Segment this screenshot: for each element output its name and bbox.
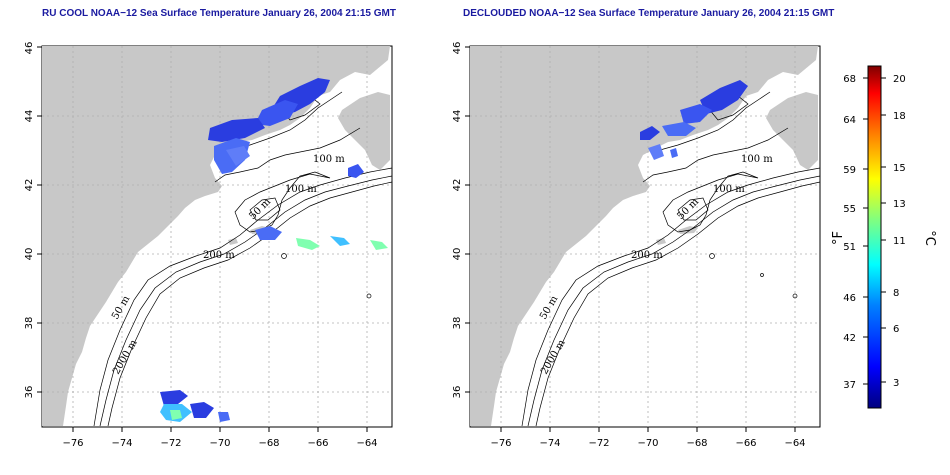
contour-label: 100 m — [313, 154, 345, 165]
x-tick-label: −68 — [686, 438, 707, 449]
right-y-axis: 36 38 40 42 44 46 — [452, 42, 470, 399]
x-tick-label: −70 — [209, 438, 230, 449]
colorbar-f-tick: 59 — [843, 165, 856, 176]
x-tick-label: −72 — [588, 438, 609, 449]
y-tick-label: 46 — [452, 42, 463, 55]
contour-label: 100 m — [713, 184, 745, 195]
colorbar-c-tick: 8 — [893, 288, 899, 299]
contour-label: 100 m — [285, 184, 317, 195]
colorbar-c-tick: 13 — [893, 199, 906, 210]
right-sst-patches — [640, 80, 748, 160]
left-bathymetry-contours — [93, 91, 393, 427]
colorbar-f-tick: 55 — [843, 204, 856, 215]
colorbar-c-tick: 15 — [893, 163, 906, 174]
colorbar-c-tick: 6 — [893, 324, 899, 335]
y-tick-label: 46 — [24, 42, 35, 55]
contour-label: 100 m — [741, 154, 773, 165]
x-tick-label: −64 — [356, 438, 377, 449]
x-tick-label: −74 — [539, 438, 560, 449]
right-x-axis: −76 −74 −72 −70 −68 −66 −64 — [490, 427, 806, 449]
x-tick-label: −68 — [258, 438, 279, 449]
y-tick-label: 38 — [452, 317, 463, 330]
x-tick-label: −76 — [490, 438, 511, 449]
x-tick-label: −72 — [160, 438, 181, 449]
right-panel-title: DECLOUDED NOAA−12 Sea Surface Temperatur… — [463, 8, 835, 19]
contour-label: 200 m — [203, 250, 235, 261]
celsius-unit-label: °C — [922, 230, 937, 246]
left-panel-title: RU COOL NOAA−12 Sea Surface Temperature … — [42, 8, 396, 19]
colorbar-f-tick: 37 — [843, 380, 856, 391]
x-tick-label: −74 — [111, 438, 132, 449]
colorbar-c-tick: 3 — [893, 378, 899, 389]
colorbar: 37 42 46 51 55 59 64 68 3 6 8 11 13 15 1… — [831, 65, 937, 409]
y-tick-label: 40 — [452, 248, 463, 261]
left-y-axis: 36 38 40 42 44 46 — [24, 42, 42, 399]
y-tick-label: 44 — [24, 110, 35, 123]
colorbar-f-tick: 68 — [843, 74, 856, 85]
left-sst-patches — [160, 78, 388, 422]
y-tick-label: 42 — [24, 179, 35, 192]
x-tick-label: −70 — [637, 438, 658, 449]
contour-label: 200 m — [631, 250, 663, 261]
y-tick-label: 42 — [452, 179, 463, 192]
x-tick-label: −66 — [307, 438, 328, 449]
y-tick-label: 36 — [452, 386, 463, 399]
left-map-panel: 100 m 100 m 50 m 200 m 50 m 2000 m −76 −… — [24, 42, 393, 449]
colorbar-c-tick: 18 — [893, 111, 906, 122]
colorbar-f-tick: 51 — [843, 242, 856, 253]
colorbar-gradient — [867, 65, 882, 409]
fahrenheit-unit-label: °F — [831, 231, 846, 245]
y-tick-label: 36 — [24, 386, 35, 399]
right-grid — [470, 46, 820, 427]
right-bathymetry-contours — [521, 91, 821, 427]
left-x-axis: −76 −74 −72 −70 −68 −66 −64 — [62, 427, 378, 449]
x-tick-label: −66 — [735, 438, 756, 449]
colorbar-f-tick: 64 — [843, 115, 856, 126]
x-tick-label: −76 — [62, 438, 83, 449]
right-map-panel: 100 m 100 m 50 m 200 m 50 m 2000 m −76 −… — [452, 42, 821, 449]
x-tick-label: −64 — [784, 438, 805, 449]
colorbar-c-tick: 20 — [893, 74, 906, 85]
y-tick-label: 40 — [24, 248, 35, 261]
colorbar-c-tick: 11 — [893, 236, 906, 247]
y-tick-label: 38 — [24, 317, 35, 330]
colorbar-f-tick: 46 — [843, 293, 856, 304]
y-tick-label: 44 — [452, 110, 463, 123]
colorbar-f-tick: 42 — [843, 333, 856, 344]
